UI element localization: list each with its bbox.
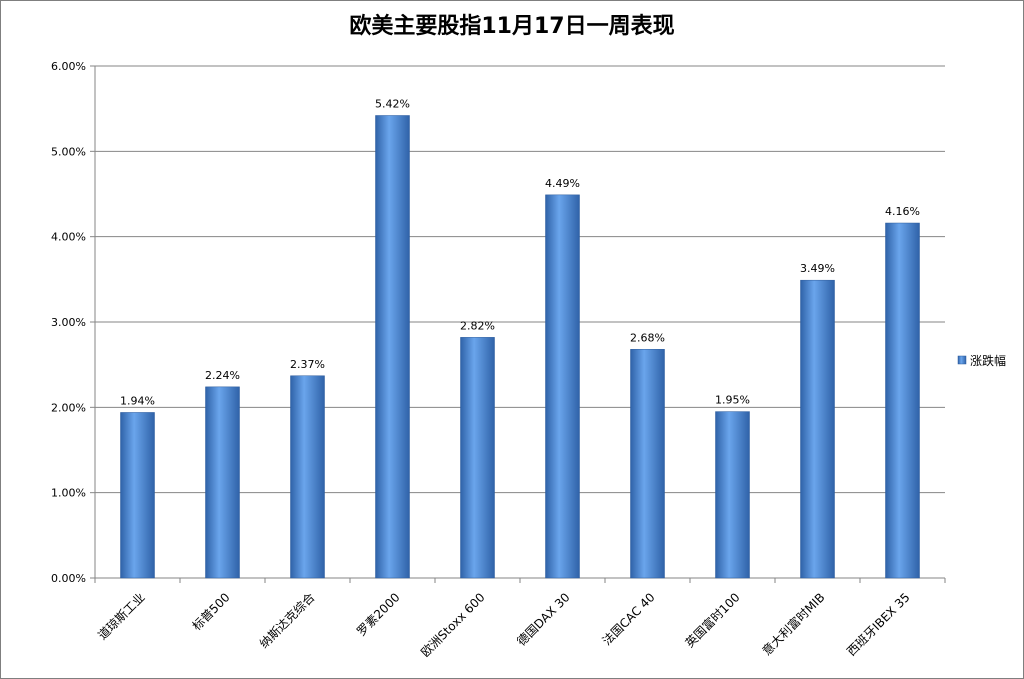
- bar: [120, 412, 155, 579]
- data-label: 5.42%: [375, 97, 410, 110]
- bar: [885, 222, 920, 579]
- category-label: 纳斯达克综合: [256, 590, 318, 652]
- y-tick-label: 3.00%: [51, 316, 86, 329]
- legend-swatch: [957, 355, 967, 365]
- bar: [460, 337, 495, 579]
- category-label: 意大利富时MIB: [759, 590, 828, 659]
- category-label: 西班牙IBEX 35: [844, 590, 912, 658]
- category-label: 罗素2000: [354, 590, 402, 638]
- bar: [545, 194, 580, 579]
- data-label: 1.95%: [715, 394, 750, 407]
- data-label: 1.94%: [120, 394, 155, 407]
- y-tick-label: 6.00%: [51, 60, 86, 73]
- category-label: 英国富时100: [682, 590, 743, 651]
- bar: [800, 279, 835, 579]
- legend-label: 涨跌幅: [970, 353, 1006, 368]
- category-label: 德国DAX 30: [514, 590, 573, 649]
- data-label: 2.82%: [460, 319, 495, 332]
- y-tick-label: 2.00%: [51, 401, 86, 414]
- data-label: 4.49%: [545, 177, 580, 190]
- bar: [205, 386, 240, 579]
- category-label: 法国CAC 40: [600, 590, 658, 648]
- data-label: 3.49%: [800, 262, 835, 275]
- y-tick-label: 0.00%: [51, 572, 86, 585]
- bar: [630, 349, 665, 579]
- category-label: 道琼斯工业: [95, 590, 148, 643]
- data-label: 4.16%: [885, 205, 920, 218]
- data-label: 2.68%: [630, 331, 665, 344]
- bar: [375, 115, 410, 579]
- bar: [290, 375, 325, 579]
- bars: [120, 115, 920, 579]
- y-tick-label: 4.00%: [51, 231, 86, 244]
- category-label: 欧洲Stoxx 600: [418, 590, 487, 659]
- bar: [715, 411, 750, 579]
- y-tick-label: 5.00%: [51, 145, 86, 158]
- data-label: 2.24%: [205, 369, 240, 382]
- y-tick-label: 1.00%: [51, 487, 86, 500]
- legend: 涨跌幅: [957, 353, 1006, 368]
- data-label: 2.37%: [290, 358, 325, 371]
- category-label: 标普500: [190, 590, 233, 633]
- chart-title: 欧美主要股指11月17日一周表现: [349, 14, 675, 39]
